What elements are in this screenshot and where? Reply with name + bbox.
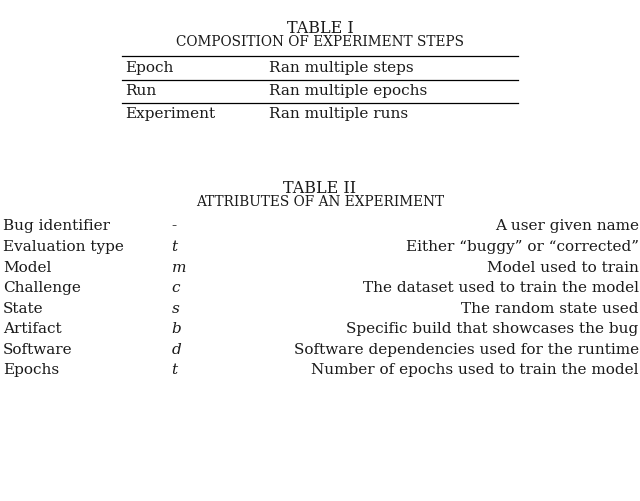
- Text: Number of epochs used to train the model: Number of epochs used to train the model: [311, 363, 639, 377]
- Text: Software dependencies used for the runtime: Software dependencies used for the runti…: [294, 343, 639, 357]
- Text: State: State: [3, 302, 44, 316]
- Text: Model used to train: Model used to train: [487, 261, 639, 275]
- Text: c: c: [172, 281, 180, 295]
- Text: Artifact: Artifact: [3, 322, 62, 336]
- Text: Ran multiple steps: Ran multiple steps: [269, 61, 413, 75]
- Text: Ran multiple runs: Ran multiple runs: [269, 107, 408, 121]
- Text: Ran multiple epochs: Ran multiple epochs: [269, 84, 427, 98]
- Text: Model: Model: [3, 261, 52, 275]
- Text: COMPOSITION OF EXPERIMENT STEPS: COMPOSITION OF EXPERIMENT STEPS: [176, 35, 464, 49]
- Text: Specific build that showcases the bug: Specific build that showcases the bug: [346, 322, 639, 336]
- Text: Bug identifier: Bug identifier: [3, 219, 110, 233]
- Text: m: m: [172, 261, 186, 275]
- Text: Evaluation type: Evaluation type: [3, 240, 124, 254]
- Text: t: t: [172, 363, 178, 377]
- Text: Experiment: Experiment: [125, 107, 215, 121]
- Text: ATTRIBUTES OF AN EXPERIMENT: ATTRIBUTES OF AN EXPERIMENT: [196, 195, 444, 209]
- Text: Epochs: Epochs: [3, 363, 60, 377]
- Text: -: -: [172, 219, 177, 233]
- Text: The random state used: The random state used: [461, 302, 639, 316]
- Text: Either “buggy” or “corrected”: Either “buggy” or “corrected”: [406, 240, 639, 254]
- Text: TABLE I: TABLE I: [287, 20, 353, 37]
- Text: TABLE II: TABLE II: [284, 180, 356, 197]
- Text: The dataset used to train the model: The dataset used to train the model: [363, 281, 639, 295]
- Text: A user given name: A user given name: [495, 219, 639, 233]
- Text: Software: Software: [3, 343, 73, 357]
- Text: Run: Run: [125, 84, 156, 98]
- Text: d: d: [172, 343, 181, 357]
- Text: Epoch: Epoch: [125, 61, 173, 75]
- Text: t: t: [172, 240, 178, 254]
- Text: Challenge: Challenge: [3, 281, 81, 295]
- Text: s: s: [172, 302, 179, 316]
- Text: b: b: [172, 322, 181, 336]
